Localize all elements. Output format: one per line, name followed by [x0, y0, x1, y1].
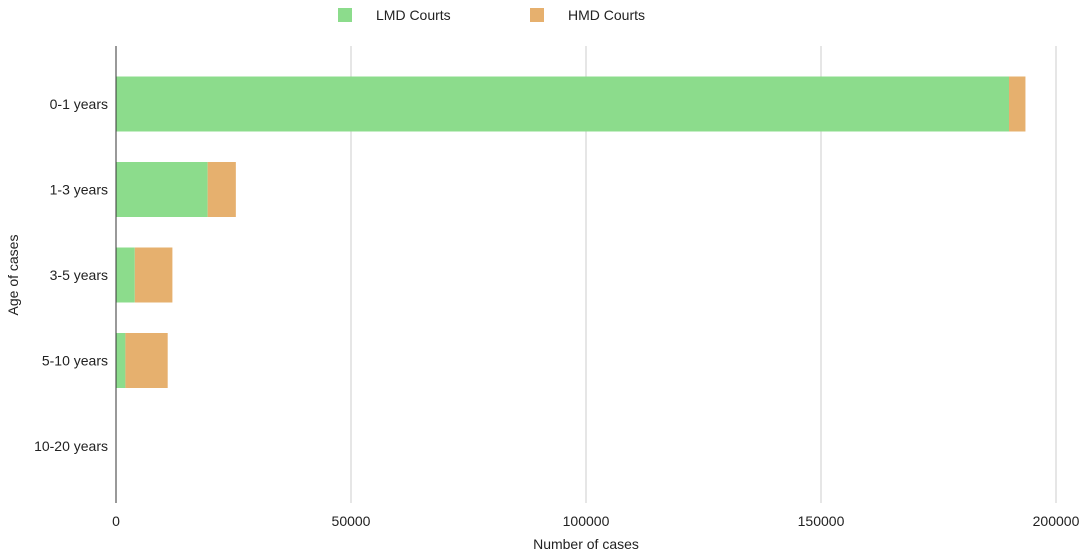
bar-lmd — [116, 333, 126, 388]
y-tick-label: 10-20 years — [34, 438, 108, 454]
y-tick-label: 1-3 years — [50, 182, 108, 198]
legend-swatch — [530, 8, 544, 22]
bar-hmd — [207, 162, 236, 217]
bar-hmd — [134, 247, 173, 303]
bar-hmd — [125, 333, 168, 388]
x-tick-label: 100000 — [563, 513, 610, 529]
bar-hmd — [1009, 76, 1026, 132]
y-axis-title: Age of cases — [5, 235, 21, 316]
x-tick-labels: 0 50000 100000 150000 200000 — [112, 513, 1079, 529]
x-axis-title: Number of cases — [533, 536, 639, 552]
bar-lmd — [116, 247, 135, 303]
legend-swatch — [338, 8, 352, 22]
legend: LMD Courts HMD Courts — [338, 7, 645, 23]
legend-label: HMD Courts — [568, 7, 645, 23]
x-tick-label: 200000 — [1033, 513, 1080, 529]
bars — [116, 76, 1026, 388]
legend-label: LMD Courts — [376, 7, 451, 23]
y-tick-label: 5-10 years — [42, 353, 108, 369]
x-tick-label: 50000 — [332, 513, 371, 529]
y-tick-label: 3-5 years — [50, 267, 108, 283]
bar-lmd — [116, 76, 1009, 132]
bar-lmd — [116, 162, 208, 217]
y-tick-label: 0-1 years — [50, 96, 108, 112]
x-tick-label: 150000 — [798, 513, 845, 529]
x-tick-label: 0 — [112, 513, 120, 529]
y-tick-labels: 0-1 years 1-3 years 3-5 years 5-10 years 10-… — [34, 96, 108, 454]
